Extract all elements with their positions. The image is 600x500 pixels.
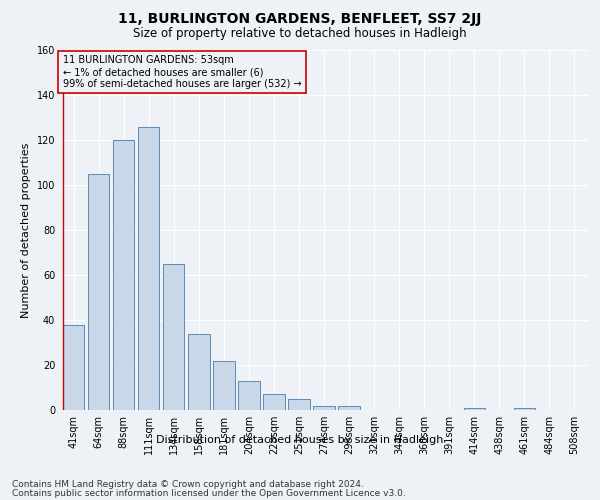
Bar [188, 334, 209, 410]
Bar [338, 406, 359, 410]
Text: Distribution of detached houses by size in Hadleigh: Distribution of detached houses by size … [157, 435, 443, 445]
Bar [514, 408, 535, 410]
Y-axis label: Number of detached properties: Number of detached properties [21, 142, 31, 318]
Text: 11, BURLINGTON GARDENS, BENFLEET, SS7 2JJ: 11, BURLINGTON GARDENS, BENFLEET, SS7 2J… [118, 12, 482, 26]
Bar [113, 140, 134, 410]
Text: 11 BURLINGTON GARDENS: 53sqm
← 1% of detached houses are smaller (6)
99% of semi: 11 BURLINGTON GARDENS: 53sqm ← 1% of det… [62, 56, 301, 88]
Bar [213, 360, 235, 410]
Text: Contains HM Land Registry data © Crown copyright and database right 2024.: Contains HM Land Registry data © Crown c… [12, 480, 364, 489]
Text: Contains public sector information licensed under the Open Government Licence v3: Contains public sector information licen… [12, 488, 406, 498]
Bar [63, 324, 85, 410]
Bar [263, 394, 284, 410]
Bar [289, 399, 310, 410]
Bar [88, 174, 109, 410]
Bar [313, 406, 335, 410]
Bar [138, 126, 160, 410]
Text: Size of property relative to detached houses in Hadleigh: Size of property relative to detached ho… [133, 28, 467, 40]
Bar [163, 264, 184, 410]
Bar [464, 408, 485, 410]
Bar [238, 381, 260, 410]
